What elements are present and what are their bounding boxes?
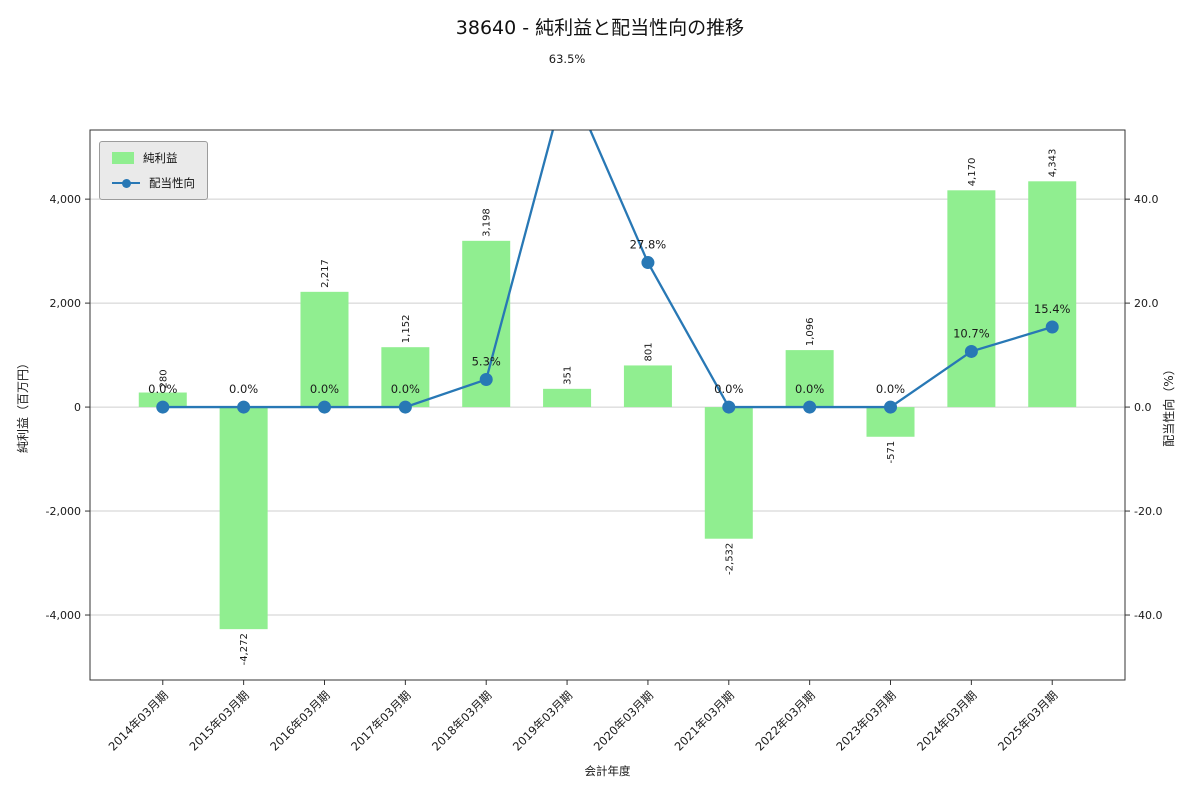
bar-value-label: 1,152 (401, 315, 412, 344)
line-marker (884, 400, 898, 414)
x-axis: 2014年03月期 2015年03月期 2016年03月期 2017年03月期 2018… (106, 680, 1060, 754)
right-tick-label: 20.0 (1134, 297, 1159, 310)
payout-ratio-label: 0.0% (795, 382, 824, 396)
x-tick-label: 2017年03月期 (348, 688, 413, 753)
x-tick-label: 2014年03月期 (106, 688, 171, 753)
bar-value-label: -2,532 (724, 543, 735, 575)
bar-value-label: 1,096 (805, 317, 816, 346)
payout-ratio-label: 5.3% (472, 355, 501, 369)
x-tick-label: 2016年03月期 (267, 688, 332, 753)
bar-value-label: 3,198 (482, 208, 493, 237)
line-marker (964, 344, 978, 358)
line-marker (803, 400, 817, 414)
left-tick-label: 2,000 (50, 297, 82, 310)
legend-label-net-income: 純利益 (143, 151, 178, 165)
y-axis-label-left: 純利益（百万円） (16, 357, 30, 453)
x-tick-label: 2022年03月期 (752, 688, 817, 753)
left-tick-label: -4,000 (46, 609, 81, 622)
line-marker (317, 400, 331, 414)
line-labels: 0.0% 0.0% 0.0% 0.0% 5.3% 63.5% 27.8% 0.0% 0.0% 0.… (148, 52, 1070, 396)
payout-ratio-label: 10.7% (953, 326, 990, 340)
line-swatch-icon (112, 178, 140, 188)
x-tick-label: 2019年03月期 (510, 688, 575, 753)
bar (300, 291, 349, 408)
plot-border (89, 129, 1126, 681)
left-tick-label: 4,000 (50, 193, 82, 206)
left-tick-label: 0 (74, 401, 81, 414)
bar-swatch-icon (112, 152, 134, 164)
payout-ratio-label: 27.8% (630, 238, 667, 252)
payout-ratio-label: 0.0% (391, 382, 420, 396)
line-marker (641, 256, 655, 270)
line-marker-icon (121, 178, 131, 188)
x-tick-label: 2018年03月期 (429, 688, 494, 753)
payout-ratio-label: 63.5% (549, 52, 586, 66)
payout-ratio-label: 15.4% (1034, 302, 1071, 316)
right-tick-label: 0.0 (1134, 401, 1152, 414)
x-tick-label: 2025年03月期 (995, 688, 1060, 753)
x-axis-label: 会計年度 (585, 764, 631, 778)
bar (1028, 181, 1077, 408)
payout-line (162, 130, 1053, 409)
line-marker (1045, 320, 1059, 334)
bar (543, 388, 592, 408)
bar-value-label: 801 (643, 342, 654, 361)
bar-value-label: -571 (886, 441, 897, 464)
bar-value-label: 4,170 (967, 158, 978, 187)
bar (623, 365, 672, 408)
right-tick-label: -20.0 (1134, 505, 1162, 518)
payout-ratio-label: 0.0% (714, 382, 743, 396)
x-tick-label: 2021年03月期 (672, 688, 737, 753)
line-marker (561, 70, 574, 83)
bar-series (138, 181, 1077, 630)
payout-ratio-label: 0.0% (310, 382, 339, 396)
payout-ratio-label: 0.0% (876, 382, 905, 396)
bar-labels: 280 -4,272 2,217 1,152 3,198 351 801 -2,532 1,09… (158, 149, 1058, 666)
bar-value-label: 4,343 (1048, 149, 1059, 178)
x-tick-label: 2015年03月期 (186, 688, 251, 753)
legend: 純利益 配当性向 (99, 141, 208, 200)
y-axis-label-right: 配当性向（%） (1161, 363, 1176, 446)
left-axis: -4,000 -2,000 0 2,000 4,000 (46, 193, 90, 622)
chart-title: 38640 - 純利益と配当性向の推移 (455, 17, 745, 39)
bar-value-label: 280 (158, 369, 169, 388)
bar (219, 407, 268, 630)
bar (138, 392, 187, 408)
line-marker (156, 400, 170, 414)
line-marker (237, 400, 251, 414)
x-tick-label: 2020年03月期 (591, 688, 656, 753)
bar-value-label: 351 (563, 366, 574, 385)
bar (947, 190, 996, 408)
x-tick-label: 2023年03月期 (833, 688, 898, 753)
legend-item-payout-ratio: 配当性向 (112, 175, 195, 191)
right-tick-label: -40.0 (1134, 609, 1162, 622)
bar (704, 407, 753, 539)
line-series (156, 70, 1059, 414)
line-marker (398, 400, 412, 414)
line-marker (479, 373, 493, 387)
bar (381, 347, 430, 408)
line-marker (722, 400, 736, 414)
payout-ratio-label: 0.0% (229, 382, 258, 396)
payout-ratio-label: 0.0% (148, 382, 177, 396)
x-tick-label: 2024年03月期 (914, 688, 979, 753)
bar-value-label: 2,217 (320, 259, 331, 288)
right-axis: -40.0 -20.0 0.0 20.0 40.0 (1125, 193, 1162, 622)
left-tick-label: -2,000 (46, 505, 81, 518)
bar (785, 350, 834, 408)
right-tick-label: 40.0 (1134, 193, 1159, 206)
legend-label-payout-ratio: 配当性向 (149, 176, 195, 190)
legend-item-net-income: 純利益 (112, 150, 195, 166)
bar-value-label: -4,272 (239, 633, 250, 665)
